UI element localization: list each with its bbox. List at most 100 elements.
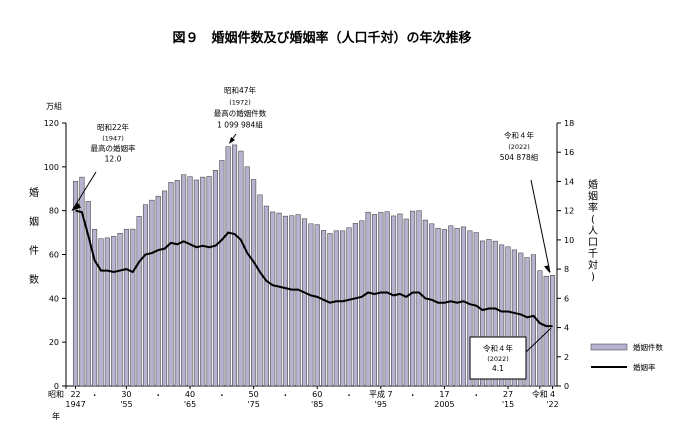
bar-1955	[123, 229, 129, 387]
bar-1979	[276, 212, 282, 387]
x-tick-label-top: 4	[550, 390, 555, 399]
left-axis-label-char: 件	[29, 245, 39, 257]
x-tick-label-top: 令和	[532, 389, 548, 399]
right-axis-label-char: 率	[588, 201, 598, 214]
bar-1982	[295, 214, 301, 387]
x-tick-label-top: 50	[249, 390, 259, 399]
x-tick-label-top: 平成 7	[369, 389, 393, 399]
annotation-1947-arrowhead	[72, 202, 81, 211]
x-tick-dot: ・	[472, 391, 480, 400]
left-tick-label: 0	[54, 382, 59, 391]
right-axis-label-char: 姻	[588, 190, 598, 203]
bar-1998	[397, 213, 403, 387]
bar-1974	[244, 166, 250, 387]
bar-1969	[212, 170, 218, 387]
bar-1976	[257, 194, 263, 387]
left-axis-label-char: 数	[29, 273, 39, 286]
bar-1964	[181, 174, 187, 387]
bar-1999	[403, 218, 409, 387]
right-tick-label: 4	[564, 324, 569, 333]
right-tick-label: 10	[564, 236, 574, 245]
x-tick-label-top: 17	[439, 390, 449, 399]
right-tick-label: 12	[564, 207, 574, 216]
x-tick-label-bottom: '75	[247, 400, 259, 409]
right-tick-label: 0	[564, 382, 569, 391]
x-tick-label-top: 60	[312, 390, 322, 399]
left-tick-label: 60	[49, 251, 59, 260]
annotation-1947-line: 最高の婚姻率	[91, 143, 136, 153]
x-tick-label-bottom: '55	[120, 400, 132, 409]
bar-2020	[537, 270, 543, 387]
annotation-1947-line: 昭和22年	[97, 122, 130, 132]
bar-2000	[410, 210, 416, 387]
legend-bar-swatch	[590, 343, 628, 351]
right-axis-label-char: 千	[588, 248, 598, 260]
annotation-1947-line: (1947)	[102, 135, 124, 143]
x-tick-label-bottom: 年	[52, 411, 60, 421]
bar-1990	[346, 227, 352, 387]
bar-2006	[448, 225, 454, 387]
annotation-2022-count-line: 504 878組	[500, 152, 539, 162]
x-tick-label-top: 40	[185, 390, 195, 399]
bar-2001	[416, 210, 422, 387]
bar-1985	[314, 224, 320, 387]
rate-line	[75, 209, 553, 328]
x-tick-label-top: 30	[121, 390, 131, 399]
bar-2012	[486, 239, 492, 387]
bar-1959	[149, 199, 155, 387]
bar-1947	[73, 181, 79, 387]
left-axis-unit: 万組	[46, 101, 62, 111]
left-tick-label: 20	[49, 338, 59, 347]
annotation-2022-count-leader	[530, 179, 551, 273]
left-axis-label-char: 婚	[29, 186, 39, 199]
x-tick-dot: ・	[281, 391, 289, 400]
bar-1988	[333, 230, 339, 387]
x-tick-dot: ・	[409, 391, 417, 400]
legend-bar-label: 婚姻件数	[633, 342, 663, 352]
bar-1987	[327, 233, 333, 387]
bar-2002	[422, 219, 428, 387]
bar-1980	[282, 215, 288, 387]
left-tick-label: 100	[44, 163, 59, 172]
annotations-group: 昭和22年 (1947)最高の婚姻率 12.0 昭和47年 (1972)最高の婚姻件数 1…	[71, 85, 552, 380]
bar-2013	[492, 240, 498, 387]
annotation-1972-line: (1972)	[229, 99, 251, 107]
bar-1956	[130, 228, 136, 387]
right-axis-label-char: )	[591, 272, 595, 283]
right-tick-label: 2	[564, 353, 569, 362]
bar-1989	[340, 230, 346, 387]
annotation-2022-rate-box	[469, 336, 527, 380]
bar-2007	[454, 227, 460, 387]
bar-1968	[206, 176, 212, 387]
bar-1992	[359, 220, 365, 387]
legend-line-label: 婚姻率	[633, 362, 656, 372]
x-tick-label-top: 昭和	[48, 390, 64, 399]
annotation-1947-leader	[71, 171, 97, 211]
bar-2010	[473, 232, 479, 387]
right-tick-label: 6	[564, 294, 569, 303]
x-tick-label-bottom: 1947	[65, 400, 85, 409]
x-tick-label-bottom: '15	[502, 400, 514, 409]
bar-2009	[467, 230, 473, 387]
bar-1984	[308, 223, 314, 387]
right-axis-label-char: 口	[588, 238, 598, 249]
bar-1973	[238, 150, 244, 387]
line-group	[75, 209, 553, 328]
x-tick-label-bottom: '95	[375, 400, 387, 409]
bar-1996	[384, 211, 390, 387]
x-tick-dot: ・	[345, 391, 353, 400]
bar-1960	[155, 195, 161, 387]
right-tick-label: 8	[564, 265, 569, 274]
bars-group	[73, 144, 556, 387]
annotation-2022-rate-line: 令和４年	[483, 343, 513, 353]
annotation-2022-rate-leader	[525, 327, 552, 353]
bar-2014	[499, 244, 505, 387]
bar-1986	[321, 230, 327, 387]
labels-group: 020406080100120万組婚姻件数024681012141618婚姻率(…	[29, 101, 598, 421]
bar-1967	[200, 176, 206, 387]
bar-1961	[162, 190, 168, 387]
right-tick-label: 18	[564, 119, 574, 128]
bar-1952	[104, 237, 110, 387]
